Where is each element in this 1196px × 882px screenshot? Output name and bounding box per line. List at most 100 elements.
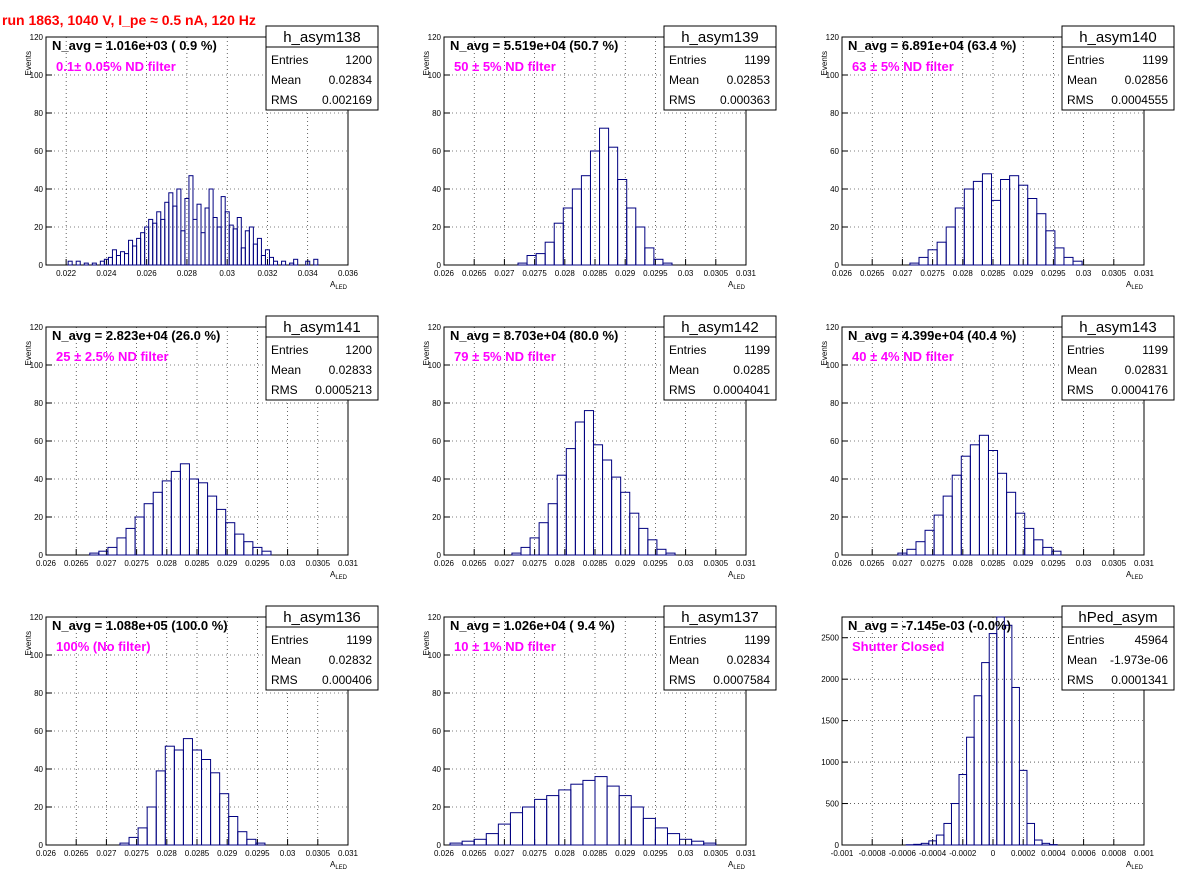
histogram-bin [180, 464, 189, 555]
histogram-bin [563, 208, 572, 265]
x-axis-label-sub: LED [1131, 285, 1143, 291]
x-tick-label: 0.0275 [522, 559, 547, 568]
x-tick-label: 0.03 [280, 849, 296, 858]
navg-label: N_avg = 1.016e+03 ( 0.9 %) [52, 38, 217, 53]
histogram-bin [1034, 540, 1043, 555]
histogram-bin [117, 538, 126, 555]
stats-entries-label: Entries [271, 633, 308, 647]
histogram-bin [165, 202, 169, 265]
y-tick-label: 60 [34, 727, 43, 736]
histogram-bin [262, 551, 271, 555]
x-tick-label: 0.029 [217, 559, 238, 568]
y-tick-label: 60 [432, 147, 441, 156]
y-tick-label: 80 [34, 399, 43, 408]
stats-rms-label: RMS [1067, 673, 1094, 687]
histogram-bin [643, 818, 655, 845]
histogram-bin [108, 257, 112, 265]
histogram-bin [244, 542, 253, 555]
histogram-name: h_asym143 [1079, 319, 1157, 336]
x-tick-label: 0.0295 [245, 559, 270, 568]
x-tick-label: 0.03 [1076, 269, 1092, 278]
histogram-bin [202, 760, 211, 846]
histogram-bin [157, 212, 161, 265]
histogram-bin [937, 242, 946, 265]
x-tick-label: 0.0002 [1011, 849, 1036, 858]
histogram-bin [245, 231, 249, 265]
filter-annotation: 10 ± 1% ND filter [454, 639, 556, 654]
histogram-bin [153, 223, 157, 265]
x-tick-label: 0.0285 [583, 849, 608, 858]
histogram-bin [213, 218, 217, 266]
y-tick-label: 1000 [821, 758, 839, 767]
x-axis-label-sub: LED [335, 575, 347, 581]
stats-entries-value: 1199 [744, 633, 770, 647]
x-tick-label: 0.03 [678, 269, 694, 278]
histogram-bin [138, 828, 147, 845]
histogram-bin [523, 807, 535, 845]
histogram-bin [655, 828, 667, 845]
stats-mean-label: Mean [1067, 653, 1097, 667]
x-tick-label: 0.022 [56, 269, 77, 278]
x-tick-label: 0.001 [1134, 849, 1155, 858]
x-axis-label-sub: LED [335, 285, 347, 291]
histogram-bin [156, 771, 165, 845]
histogram-bin [1025, 528, 1034, 555]
x-tick-label: 0.034 [298, 269, 319, 278]
histogram-bin [600, 128, 609, 265]
histogram-bin [952, 475, 961, 555]
x-tick-label: 0.0285 [981, 559, 1006, 568]
y-tick-label: 80 [830, 109, 839, 118]
histogram-bin [120, 843, 129, 845]
x-tick-label: 0.0305 [306, 559, 331, 568]
histogram-name: h_asym141 [283, 319, 361, 336]
histogram-bin [919, 257, 928, 265]
x-tick-label: 0.0265 [462, 559, 487, 568]
stats-entries-label: Entries [1067, 343, 1104, 357]
x-axis-label-sub: LED [733, 285, 745, 291]
histogram-bin [998, 473, 1007, 555]
filter-annotation: 100% (No filter) [56, 639, 151, 654]
x-tick-label: 0.0305 [704, 269, 729, 278]
x-axis-label: ALED [728, 570, 746, 581]
x-tick-label: 0.03 [1076, 559, 1092, 568]
x-tick-label: 0.028 [953, 269, 974, 278]
x-axis-label: ALED [1126, 860, 1144, 871]
stats-rms-label: RMS [1067, 93, 1094, 107]
histogram-bin [229, 225, 233, 265]
x-tick-label: -0.0004 [919, 849, 947, 858]
x-tick-label: 0 [991, 849, 996, 858]
x-axis-label-sub: LED [335, 865, 347, 871]
histogram-bin [973, 181, 982, 265]
stats-mean-label: Mean [1067, 73, 1097, 87]
y-tick-label: 40 [432, 475, 441, 484]
y-tick-label: 20 [34, 803, 43, 812]
histogram-bin [609, 147, 618, 265]
histogram-bin [144, 504, 153, 555]
stats-entries-label: Entries [669, 343, 706, 357]
histogram-bin [294, 259, 298, 265]
stats-entries-label: Entries [1067, 53, 1104, 67]
histogram-bin [951, 804, 959, 845]
x-tick-label: 0.0265 [462, 269, 487, 278]
y-zero-label: 0 [835, 261, 840, 270]
x-tick-label: 0.028 [555, 269, 576, 278]
x-tick-label: 0.031 [736, 269, 757, 278]
histogram-bin [238, 832, 247, 845]
y-tick-label: 500 [826, 800, 840, 809]
histogram-bin [137, 238, 141, 265]
histogram-bin [217, 509, 226, 555]
y-tick-label: 60 [34, 147, 43, 156]
x-axis-label-sub: LED [1131, 865, 1143, 871]
stats-entries-label: Entries [271, 53, 308, 67]
y-tick-label: 20 [34, 223, 43, 232]
y-tick-label: 40 [432, 765, 441, 774]
y-zero-label: 0 [39, 261, 44, 270]
histogram-bin [149, 219, 153, 265]
x-tick-label: 0.026 [36, 849, 57, 858]
histogram-bin [1028, 199, 1037, 266]
stats-entries-value: 1199 [744, 343, 770, 357]
histogram-bin [618, 180, 627, 266]
x-tick-label: 0.0295 [643, 559, 668, 568]
